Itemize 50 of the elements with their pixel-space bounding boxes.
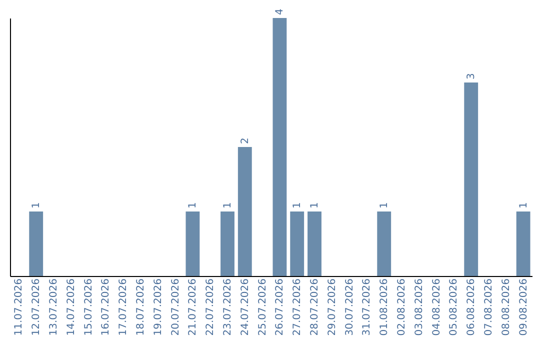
- data-label: 1: [222, 202, 234, 208]
- x-tick-label: 26.07.2026: [274, 278, 286, 336]
- data-label: 4: [274, 8, 286, 15]
- x-tick-label: 12.07.2026: [31, 278, 42, 336]
- bar: [464, 82, 478, 276]
- x-tick-label: 15.07.2026: [83, 278, 94, 336]
- x-tick-label: 31.07.2026: [362, 278, 373, 336]
- data-label: 1: [292, 202, 304, 208]
- data-label: 1: [310, 202, 320, 208]
- x-tick-label: 29.07.2026: [326, 278, 338, 336]
- x-tick-label: 09.08.2026: [518, 278, 530, 336]
- data-label: 3: [466, 73, 478, 80]
- bar: [308, 212, 322, 276]
- x-tick-label: 06.08.2026: [466, 278, 478, 336]
- bar: [29, 212, 44, 276]
- bar: [290, 212, 304, 276]
- x-tick-label: 24.07.2026: [240, 278, 251, 336]
- x-tick-label: 20.07.2026: [170, 278, 182, 336]
- x-tick-label: 14.07.2026: [66, 278, 77, 336]
- x-tick-label: 01.08.2026: [379, 278, 390, 336]
- x-tick-label: 17.07.2026: [118, 278, 130, 336]
- bar: [186, 212, 200, 276]
- x-tick-label: 11.07.2026: [14, 278, 25, 336]
- x-tick-label: 18.07.2026: [136, 278, 146, 336]
- bar: [272, 18, 287, 276]
- x-tick-label: 30.07.2026: [344, 278, 356, 336]
- x-tick-label: 16.07.2026: [100, 278, 112, 336]
- x-tick-label: 28.07.2026: [310, 278, 320, 336]
- x-tick-label: 22.07.2026: [205, 278, 216, 336]
- x-tick-label: 25.07.2026: [257, 278, 268, 336]
- x-tick-label: 07.08.2026: [484, 278, 494, 336]
- data-label: 1: [518, 202, 530, 208]
- x-tick-label: 02.08.2026: [396, 278, 408, 336]
- x-tick-label: 05.08.2026: [448, 278, 460, 336]
- x-tick-label: 23.07.2026: [222, 278, 234, 336]
- x-tick-label: 08.08.2026: [500, 278, 512, 336]
- x-tick-label: 27.07.2026: [292, 278, 304, 336]
- bar: [516, 212, 530, 276]
- x-tick-label: 21.07.2026: [188, 278, 199, 336]
- x-tick-label: 13.07.2026: [48, 278, 60, 336]
- x-tick-label: 04.08.2026: [431, 278, 442, 336]
- data-label: 1: [379, 202, 390, 208]
- bar: [238, 147, 252, 276]
- data-label: 1: [31, 202, 42, 208]
- bar: [377, 212, 392, 276]
- x-tick-label: 03.08.2026: [414, 278, 425, 336]
- data-label: 2: [240, 138, 251, 144]
- x-tick-label: 19.07.2026: [152, 278, 164, 336]
- data-label: 1: [188, 202, 199, 208]
- bar: [220, 212, 234, 276]
